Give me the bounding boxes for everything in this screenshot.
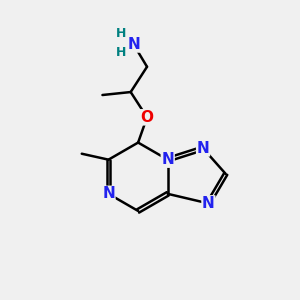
Text: N: N [161, 152, 174, 167]
Text: N: N [202, 196, 215, 211]
Text: H: H [116, 46, 126, 59]
Text: N: N [102, 186, 115, 201]
Text: O: O [140, 110, 154, 125]
Text: H: H [116, 27, 126, 40]
Text: N: N [197, 141, 209, 156]
Text: N: N [127, 37, 140, 52]
